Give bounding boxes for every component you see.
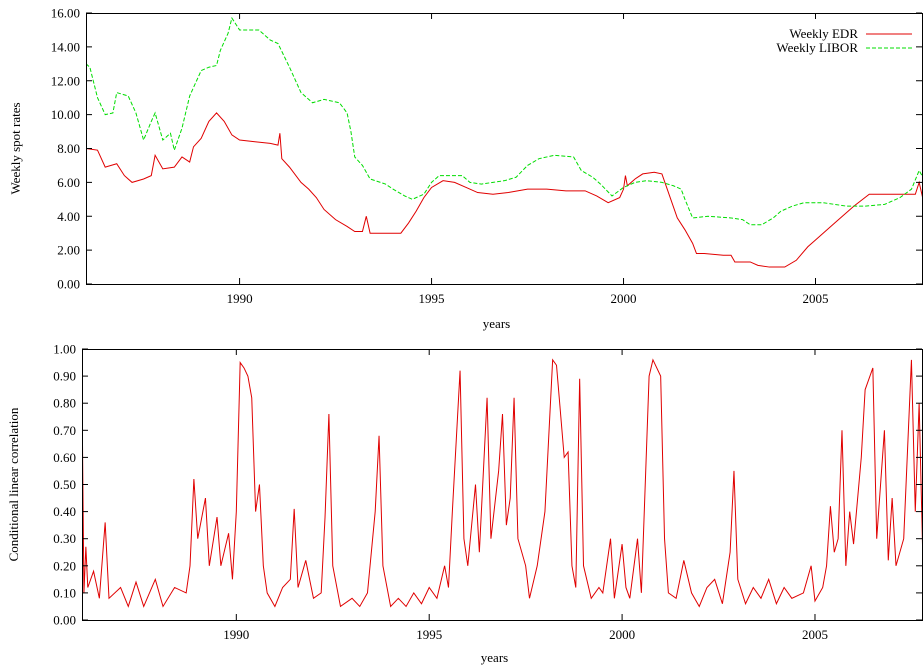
x-tick-label: 1995 — [416, 627, 442, 642]
y-tick-label: 2.00 — [57, 243, 80, 258]
legend-label: Weekly EDR — [789, 26, 858, 41]
y-tick-label: 14.00 — [51, 39, 80, 54]
x-axis-label: years — [481, 650, 508, 665]
y-tick-label: 0.20 — [53, 558, 76, 573]
bottom-chart-panel: 0.00 0.10 0.20 0.30 0.40 0.50 0.60 0.70 0.80 0.90… — [6, 342, 923, 665]
x-tick-label: 1990 — [227, 291, 253, 306]
y-tick-label: 12.00 — [51, 73, 80, 88]
x-axis-label: years — [483, 316, 510, 331]
y-tick-label: 0.70 — [53, 423, 76, 438]
plot-frame — [82, 349, 923, 621]
y-tick-label: 0.80 — [53, 396, 76, 411]
y-tick-label: 0.10 — [53, 585, 76, 600]
y-tick-label: 0.60 — [53, 450, 76, 465]
x-tick-label: 2000 — [611, 291, 637, 306]
y-tick-label: 0.40 — [53, 504, 76, 519]
x-tick-label: 1990 — [223, 627, 249, 642]
x-tick-label: 2005 — [802, 291, 828, 306]
weekly-edr-series-line — [86, 112, 923, 268]
y-tick-label: 0.90 — [53, 369, 76, 384]
y-tick-label: 0.30 — [53, 531, 76, 546]
x-tick-label: 1995 — [419, 291, 445, 306]
y-tick-label: 0.00 — [53, 613, 76, 628]
weekly-libor-series-line — [86, 16, 923, 226]
y-axis-label: Conditional linear correlation — [6, 407, 21, 561]
x-tick-label: 2005 — [802, 627, 828, 642]
y-tick-label: 4.00 — [57, 209, 80, 224]
correlation-series-line — [82, 358, 923, 608]
y-tick-label: 6.00 — [57, 175, 80, 190]
y-tick-label: 0.00 — [57, 277, 80, 292]
y-tick-label: 16.00 — [51, 6, 80, 21]
top-chart-panel: 0.00 2.00 4.00 6.00 8.00 10.00 12.00 14.00 16.00… — [8, 6, 923, 331]
legend-label: Weekly LIBOR — [776, 40, 858, 55]
y-tick-label: 0.50 — [53, 477, 76, 492]
y-tick-label: 1.00 — [53, 342, 76, 357]
y-tick-label: 10.00 — [51, 107, 80, 122]
x-tick-label: 2000 — [609, 627, 635, 642]
y-tick-label: 8.00 — [57, 141, 80, 156]
y-axis-label: Weekly spot rates — [8, 102, 23, 194]
